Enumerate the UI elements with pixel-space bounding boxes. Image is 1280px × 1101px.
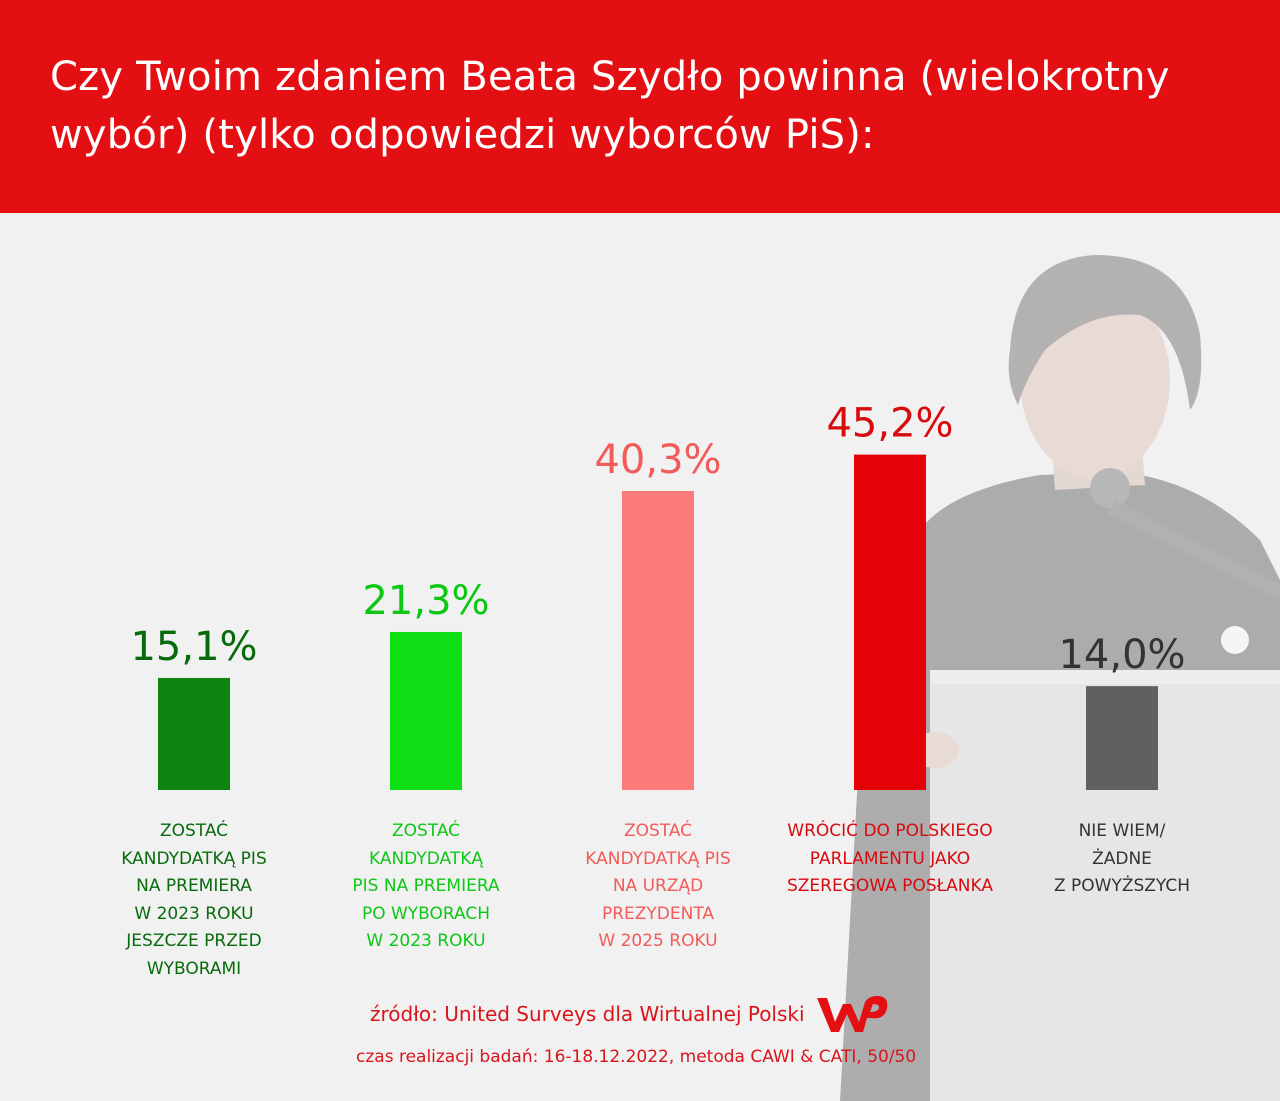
- header-banner: Czy Twoim zdaniem Beata Szydło powinna (…: [0, 0, 1280, 213]
- value-label-2: 21,3%: [362, 578, 489, 624]
- category-label-line: Z POWYŻSZYCH: [1053, 876, 1191, 896]
- value-label-5: 14,0%: [1058, 632, 1185, 678]
- category-label-4: WRÓCIĆ DO POLSKIEGO PARLAMENTU JAKO SZEREG…: [775, 818, 1005, 901]
- category-label-line: ZOSTAĆ: [159, 821, 229, 841]
- category-label-1: ZOSTAĆ KANDYDATKĄ PIS NA PREMIERA W 2023 RO…: [79, 818, 309, 983]
- source-text: źródło: United Surveys dla Wirtualnej Po…: [370, 1002, 805, 1026]
- category-label-line: WYBORAMI: [146, 958, 242, 979]
- category-label-line: PREZYDENTA: [601, 903, 715, 924]
- category-label-line: KANDYDATKĄ PIS: [121, 848, 267, 869]
- category-label-line: NA URZĄD: [612, 876, 704, 896]
- category-label-3: ZOSTAĆ KANDYDATKĄ PIS NA URZĄD PREZYDENTA W …: [543, 818, 773, 956]
- method-text: czas realizacji badań: 16-18.12.2022, me…: [356, 1047, 917, 1067]
- bar-chart: 15,1% 21,3% 40,3% 45,2% 14,0%: [130, 401, 1186, 790]
- category-label-line: ZOSTAĆ: [623, 821, 693, 841]
- category-label-line: PIS NA PREMIERA: [352, 876, 500, 896]
- bar-2: [390, 631, 462, 790]
- category-label-line: KANDYDATKĄ: [368, 848, 483, 869]
- bar-1: [158, 677, 230, 790]
- category-label-line: W 2025 ROKU: [598, 931, 718, 951]
- category-label-line: NIE WIEM/: [1078, 821, 1166, 841]
- value-label-4: 45,2%: [826, 401, 953, 447]
- bar-3: [622, 490, 694, 790]
- category-label-2: ZOSTAĆ KANDYDATKĄ PIS NA PREMIERA PO WYBORA…: [311, 818, 541, 956]
- chart-title: Czy Twoim zdaniem Beata Szydło powinna (…: [50, 54, 1170, 158]
- category-label-line: JESZCZE PRZED: [126, 931, 262, 951]
- category-label-line: PARLAMENTU JAKO: [809, 848, 971, 869]
- wp-logo-icon: [817, 996, 888, 1032]
- category-label-line: SZEREGOWA POSŁANKA: [786, 876, 993, 896]
- category-label-line: NA PREMIERA: [136, 876, 252, 896]
- category-label-5: NIE WIEM/ŻADNE Z POWYŻSZYCH: [1007, 818, 1237, 901]
- category-label-line: WRÓCIĆ DO POLSKIEGO: [787, 821, 993, 841]
- value-labels-layer: 15,1% 21,3% 40,3% 45,2% 14,0%: [130, 401, 1185, 679]
- category-label-line: ZOSTAĆ: [391, 821, 461, 841]
- bar-5: [1086, 686, 1158, 790]
- value-label-3: 40,3%: [594, 437, 721, 483]
- value-label-1: 15,1%: [130, 624, 257, 670]
- category-label-line: W 2023 ROKU: [134, 903, 254, 924]
- category-label-line: PO WYBORACH: [361, 903, 491, 924]
- bars-layer: [158, 454, 1158, 790]
- category-label-line: W 2023 ROKU: [366, 931, 486, 951]
- category-label-line: KANDYDATKĄ PIS: [585, 848, 731, 869]
- category-label-line: ŻADNE: [1092, 848, 1152, 869]
- bar-4: [854, 454, 926, 790]
